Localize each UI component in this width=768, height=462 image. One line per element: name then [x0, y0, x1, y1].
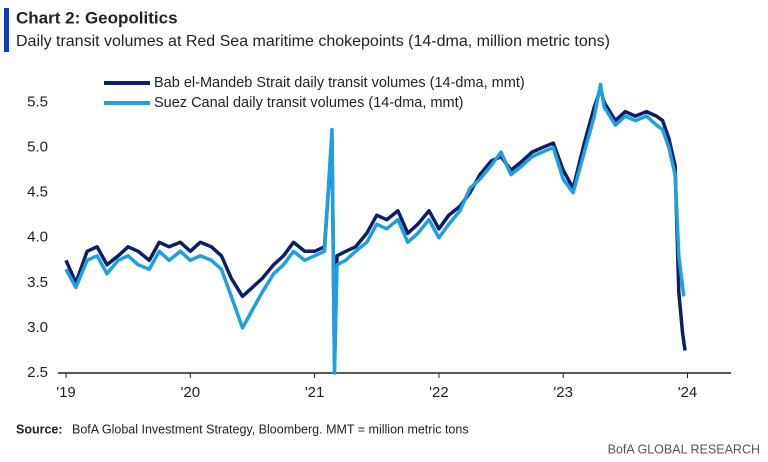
source-label: Source: [16, 422, 63, 436]
x-tick-label: '23 [553, 384, 573, 401]
footer: BofA GLOBAL RESEARCH [608, 442, 760, 456]
chart-title: Chart 2: Geopolitics [16, 8, 178, 27]
source: BofA Global Investment Strategy, Bloombe… [72, 422, 469, 436]
y-tick-label: 3.5 [27, 274, 48, 291]
y-tick-label: 5.5 [27, 94, 48, 111]
y-tick-label: 4.0 [27, 229, 48, 246]
y-tick-label: 3.0 [27, 319, 48, 336]
x-tick-label: '20 [181, 384, 201, 401]
series-line [64, 82, 686, 375]
x-tick-label: '24 [678, 384, 698, 401]
y-tick-label: 4.5 [27, 184, 48, 201]
title-accent [4, 8, 9, 52]
legend-label: Suez Canal daily transit volumes (14-dma… [154, 95, 463, 111]
x-tick-label: '22 [429, 384, 449, 401]
legend-label: Bab el-Mandeb Strait daily transit volum… [154, 75, 525, 91]
chart-subtitle: Daily transit volumes at Red Sea maritim… [16, 33, 610, 50]
x-tick-label: '19 [56, 384, 76, 401]
y-tick-label: 2.5 [27, 364, 48, 381]
x-tick-label: '21 [305, 384, 325, 401]
y-tick-label: 5.0 [27, 139, 48, 156]
